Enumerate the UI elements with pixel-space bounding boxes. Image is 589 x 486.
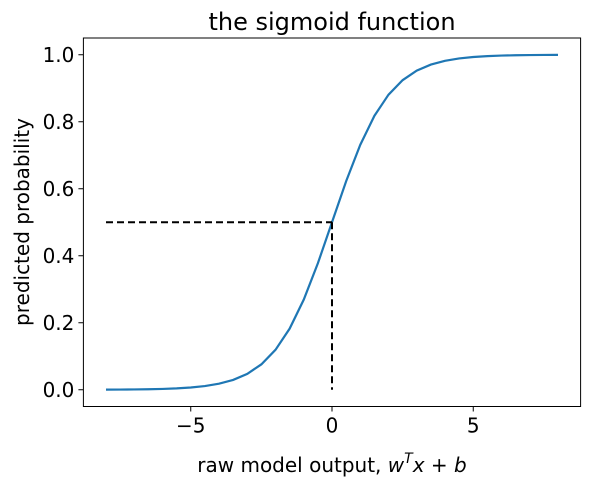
x-label-math: w: [388, 453, 405, 477]
y-tick-label: 0.4: [43, 244, 75, 268]
y-axis-label: predicted probability: [10, 118, 34, 326]
x-label-math: b: [454, 453, 467, 477]
x-label-math: T: [404, 451, 414, 467]
x-tick-label: 5: [467, 414, 480, 438]
x-tick-label: 0: [326, 414, 339, 438]
x-label-math: +: [425, 453, 454, 477]
y-tick-label: 0.8: [43, 110, 75, 134]
chart-title: the sigmoid function: [208, 8, 455, 36]
y-tick-label: 1.0: [43, 43, 75, 67]
x-tick-label: −5: [176, 414, 205, 438]
y-tick-label: 0.0: [43, 378, 75, 402]
y-tick-label: 0.6: [43, 177, 75, 201]
y-tick-label: 0.2: [43, 311, 75, 335]
x-label-text: raw model output,: [197, 453, 388, 477]
x-axis-label: raw model output, wTx + b: [197, 451, 466, 477]
x-label-math: x: [412, 453, 425, 477]
